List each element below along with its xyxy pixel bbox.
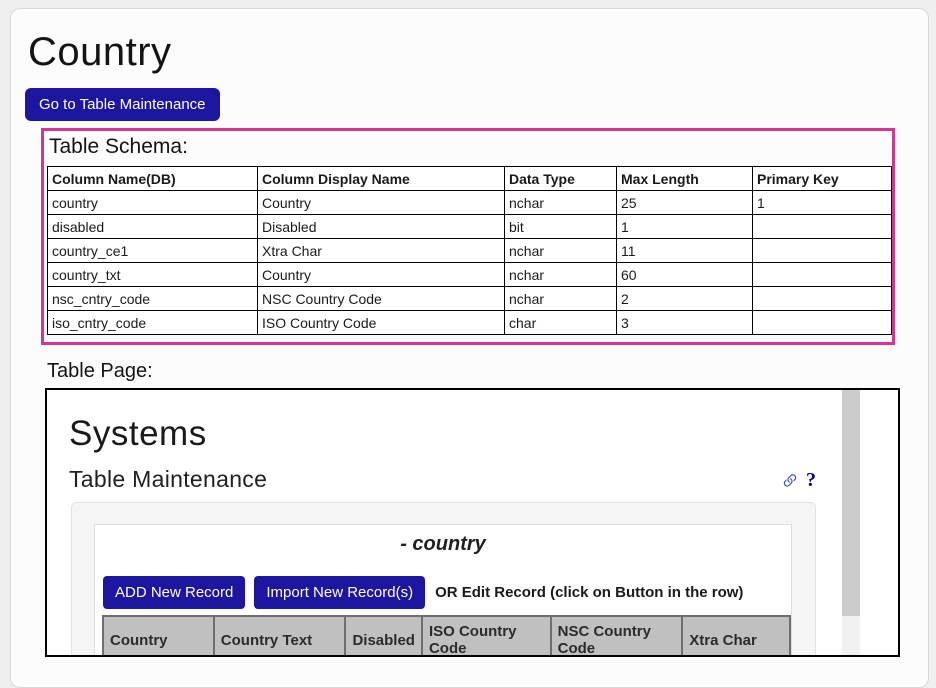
embedded-subtitle-row: Table Maintenance ? [69,466,816,493]
schema-cell: 25 [616,190,753,215]
schema-cell: nchar [504,262,617,287]
embedded-app-title: Systems [69,414,207,453]
schema-cell: 2 [616,286,753,311]
schema-row: nsc_cntry_code NSC Country Code nchar 2 [47,286,892,311]
schema-cell: nchar [504,190,617,215]
schema-col-header: Column Name(DB) [47,166,258,191]
link-icon[interactable] [781,472,799,490]
schema-cell: 1 [752,190,892,215]
schema-cell: Country [257,262,505,287]
schema-col-header: Data Type [504,166,617,191]
go-to-table-maintenance-button[interactable]: Go to Table Maintenance [25,88,220,121]
schema-col-header: Primary Key [752,166,892,191]
schema-cell: country_ce1 [47,238,258,263]
page-card: Country Go to Table Maintenance Table Sc… [10,8,929,688]
schema-cell: nchar [504,238,617,263]
preview-scrollbar-thumb[interactable] [842,390,860,616]
schema-cell: country_txt [47,262,258,287]
maintenance-card: - country ADD New Record Import New Reco… [94,524,792,655]
grid-col-header: Country [102,615,215,655]
schema-cell: Country [257,190,505,215]
page-title: Country [28,30,172,74]
schema-row: disabled Disabled bit 1 [47,214,892,239]
schema-cell: 11 [616,238,753,263]
schema-cell: iso_cntry_code [47,310,258,335]
schema-cell: country [47,190,258,215]
schema-cell: char [504,310,617,335]
schema-cell [752,310,892,335]
preview-scrollbar[interactable] [842,390,860,655]
schema-cell: NSC Country Code [257,286,505,311]
schema-cell: nchar [504,286,617,311]
schema-table: Column Name(DB) Column Display Name Data… [47,166,892,335]
preview-right-gap [860,390,898,655]
table-page-heading: Table Page: [47,360,153,382]
schema-col-header: Column Display Name [257,166,505,191]
grid-col-header: Disabled [344,615,423,655]
table-schema-box: Table Schema: Column Name(DB) Column Dis… [41,128,895,345]
table-schema-heading: Table Schema: [49,135,188,158]
schema-cell: nsc_cntry_code [47,286,258,311]
maintenance-panel: - country ADD New Record Import New Reco… [71,502,816,655]
schema-cell: Xtra Char [257,238,505,263]
schema-cell: 60 [616,262,753,287]
schema-col-header: Max Length [616,166,753,191]
embedded-header-icons: ? [781,469,816,493]
schema-cell: 3 [616,310,753,335]
embedded-page-content: Systems Table Maintenance ? - country [47,390,842,655]
schema-row: country_txt Country nchar 60 [47,262,892,287]
grid-col-header: NSC Country Code [549,615,684,655]
schema-cell: ISO Country Code [257,310,505,335]
schema-cell [752,262,892,287]
record-actions-row: ADD New Record Import New Record(s) OR E… [103,576,791,609]
schema-row: country Country nchar 25 1 [47,190,892,215]
records-grid: Country Country Text Disabled ISO Countr… [102,615,791,655]
help-icon[interactable]: ? [806,469,816,491]
schema-cell [752,214,892,239]
add-new-record-button[interactable]: ADD New Record [103,576,246,609]
table-page-preview-frame: Systems Table Maintenance ? - country [45,388,900,657]
schema-cell: disabled [47,214,258,239]
schema-cell: Disabled [257,214,505,239]
schema-cell: 1 [616,214,753,239]
grid-col-header: Xtra Char [681,615,791,655]
grid-col-header: Country Text [212,615,347,655]
schema-cell: bit [504,214,617,239]
schema-row: iso_cntry_code ISO Country Code char 3 [47,310,892,335]
schema-cell [752,286,892,311]
table-section-title: - country [400,533,486,555]
schema-row: country_ce1 Xtra Char nchar 11 [47,238,892,263]
grid-col-header: ISO Country Code [420,615,552,655]
import-new-records-button[interactable]: Import New Record(s) [254,576,426,609]
schema-cell [752,238,892,263]
records-grid-header-row: Country Country Text Disabled ISO Countr… [102,615,791,655]
schema-header-row: Column Name(DB) Column Display Name Data… [47,166,892,191]
embedded-subtitle: Table Maintenance [69,466,268,492]
edit-record-hint: OR Edit Record (click on Button in the r… [435,584,744,601]
